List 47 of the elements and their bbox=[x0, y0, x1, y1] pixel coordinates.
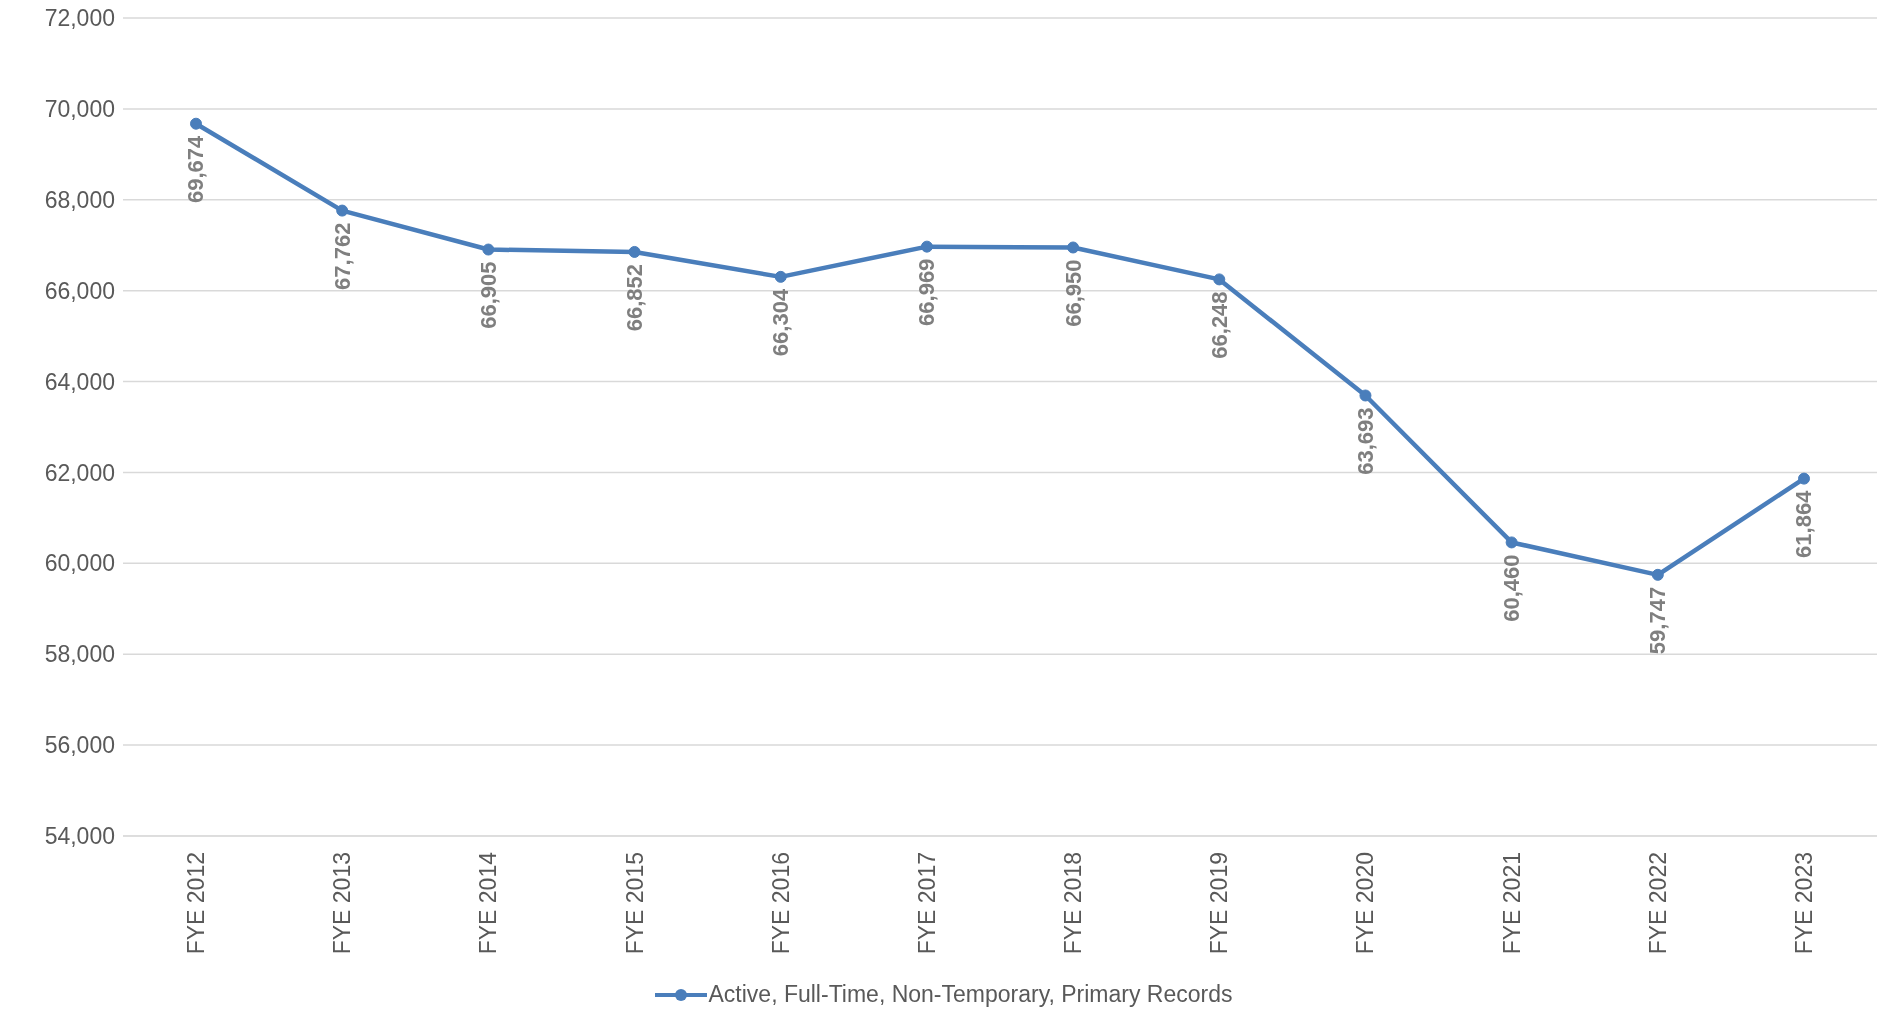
point bbox=[920, 240, 933, 253]
x-tick-label: FYE 2022 bbox=[1644, 852, 1671, 955]
point bbox=[482, 243, 495, 256]
data-label: 63,693 bbox=[1352, 407, 1378, 475]
data-label: 66,852 bbox=[622, 263, 648, 332]
x-tick-label: FYE 2018 bbox=[1060, 852, 1087, 955]
point bbox=[1067, 241, 1080, 254]
x-tick-label: FYE 2017 bbox=[913, 852, 940, 955]
y-tick-label: 70,000 bbox=[44, 96, 115, 123]
x-tick-label: FYE 2012 bbox=[183, 852, 209, 955]
data-label: 66,248 bbox=[1206, 291, 1232, 359]
y-tick-label: 54,000 bbox=[44, 823, 115, 850]
data-label: 66,969 bbox=[914, 258, 940, 326]
y-tick-label: 62,000 bbox=[44, 459, 115, 486]
y-tick-label: 56,000 bbox=[44, 732, 115, 759]
x-tick-label: FYE 2013 bbox=[329, 852, 356, 955]
y-tick-label: 58,000 bbox=[44, 641, 115, 668]
point bbox=[336, 204, 349, 217]
data-label: 61,864 bbox=[1791, 489, 1817, 558]
data-label: 60,460 bbox=[1499, 554, 1525, 622]
data-label: 67,762 bbox=[329, 222, 355, 290]
point bbox=[1505, 536, 1518, 549]
y-tick-label: 60,000 bbox=[44, 550, 115, 577]
y-tick-label: 64,000 bbox=[44, 368, 115, 395]
y-tick-label: 68,000 bbox=[44, 186, 115, 213]
point bbox=[1651, 568, 1664, 581]
point bbox=[774, 270, 787, 283]
x-tick-label: FYE 2015 bbox=[621, 852, 648, 955]
x-tick-label: FYE 2021 bbox=[1498, 852, 1525, 955]
y-tick-label: 66,000 bbox=[44, 277, 115, 304]
y-tick-label: 72,000 bbox=[44, 5, 115, 32]
data-label: 66,304 bbox=[768, 288, 794, 357]
x-tick-label: FYE 2019 bbox=[1206, 852, 1233, 955]
legend-label: Active, Full-Time, Non-Temporary, Primary Records bbox=[708, 981, 1233, 1008]
point bbox=[628, 245, 641, 258]
x-tick-label: FYE 2016 bbox=[767, 852, 794, 955]
data-label: 66,905 bbox=[475, 261, 501, 329]
point bbox=[1359, 389, 1372, 402]
point bbox=[190, 117, 202, 130]
data-label: 59,747 bbox=[1645, 586, 1671, 655]
x-tick-label: FYE 2020 bbox=[1352, 852, 1379, 955]
x-tick-label: FYE 2023 bbox=[1791, 852, 1817, 955]
point bbox=[1798, 472, 1810, 485]
point bbox=[1213, 273, 1226, 286]
data-label: 66,950 bbox=[1060, 259, 1086, 327]
x-tick-label: FYE 2014 bbox=[475, 851, 502, 955]
data-label: 69,674 bbox=[183, 134, 209, 203]
